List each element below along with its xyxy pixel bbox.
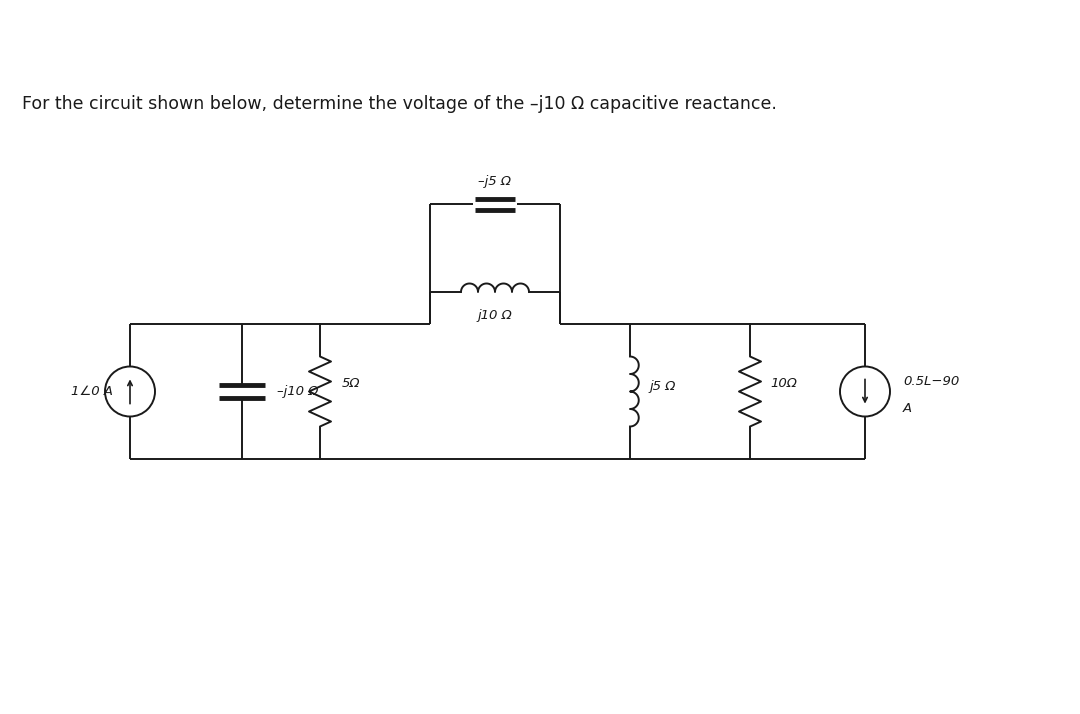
Text: 5Ω: 5Ω (342, 377, 361, 390)
Text: 1∠0 A: 1∠0 A (71, 385, 113, 398)
Text: –j10 Ω: –j10 Ω (276, 385, 319, 398)
Text: For the circuit shown below, determine the voltage of the –j10 Ω capacitive reac: For the circuit shown below, determine t… (22, 95, 777, 113)
Text: –j5 Ω: –j5 Ω (478, 175, 512, 188)
Text: A: A (903, 402, 913, 415)
Text: 0.5L−90: 0.5L−90 (903, 375, 959, 388)
Text: j5 Ω: j5 Ω (650, 380, 676, 393)
Text: j10 Ω: j10 Ω (477, 309, 512, 322)
Text: 10Ω: 10Ω (770, 377, 797, 390)
